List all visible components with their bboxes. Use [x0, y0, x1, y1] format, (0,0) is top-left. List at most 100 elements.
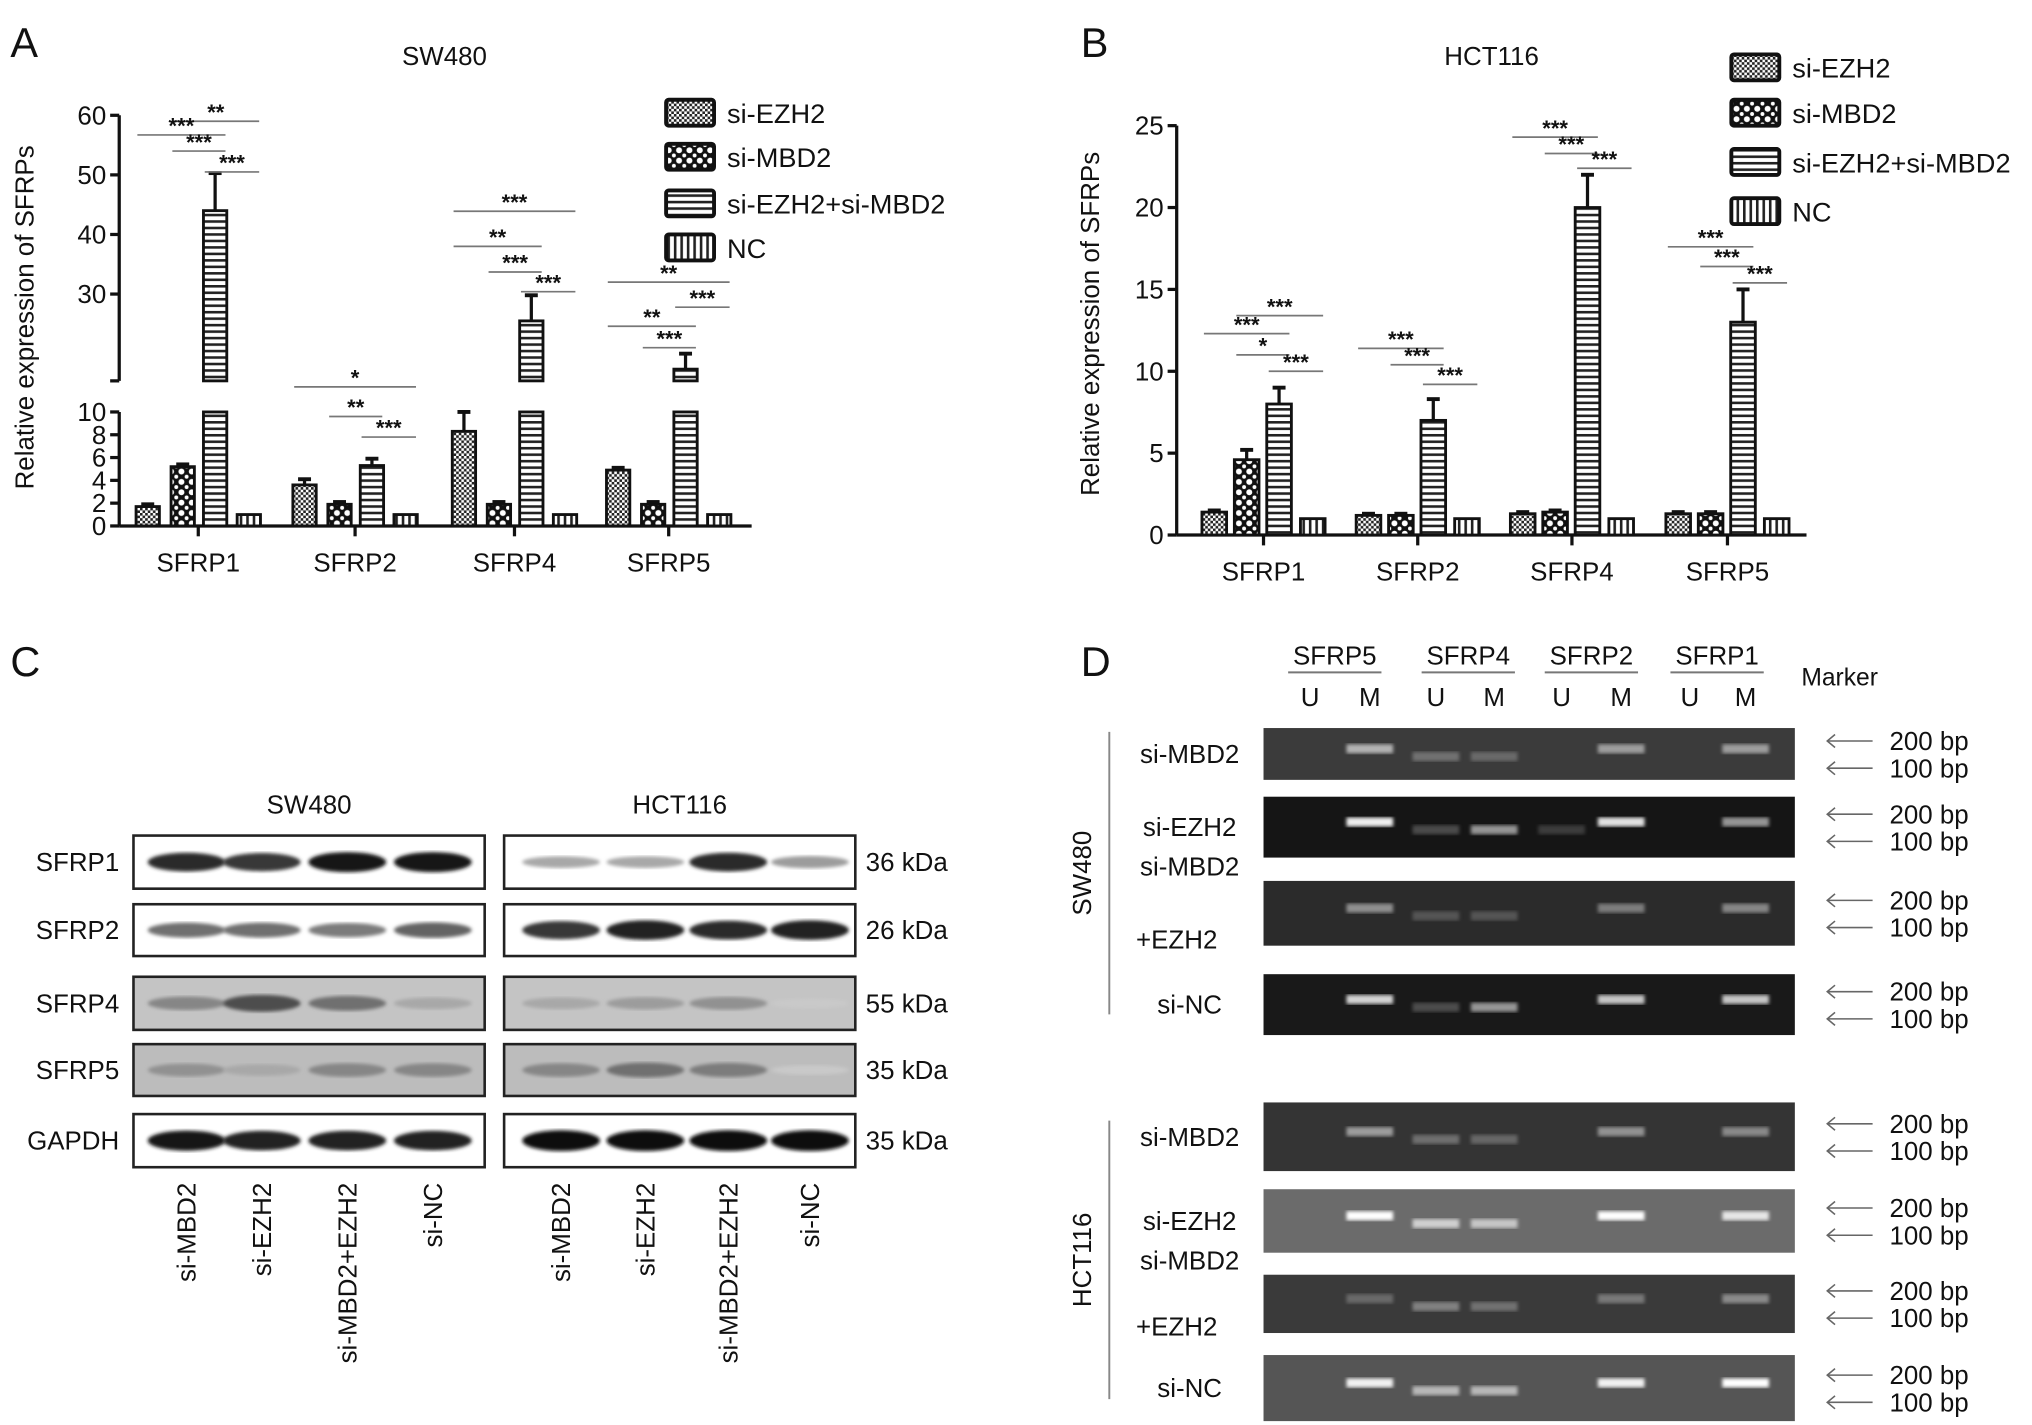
marker-arrow-icon [1826, 1200, 1836, 1216]
bar-NC [1453, 517, 1481, 537]
significance-label: *** [219, 151, 245, 176]
x-tick-label: SFRP1 [157, 549, 241, 577]
x-tick-label: SFRP1 [1222, 558, 1306, 586]
row-label: si-MBD2 [1140, 1248, 1239, 1276]
gel-image [1263, 728, 1795, 780]
chart-b: HCT116 Relative expression of SFRPs 0 5 10 15… [1077, 43, 2011, 587]
lane-label: si-MBD2 [548, 1183, 576, 1282]
bar-NC [551, 513, 579, 528]
protein-band [393, 922, 472, 938]
lane-label: si-MBD2 [174, 1183, 202, 1282]
significance-label: *** [1591, 147, 1617, 172]
bar-si-EZH2+si-MBD2 [518, 410, 545, 528]
marker-size-label: 100 bp [1889, 755, 1968, 783]
significance-label: *** [1747, 262, 1773, 287]
protein-band [606, 920, 685, 940]
row-label: si-MBD2 [1140, 854, 1239, 882]
x-tick-label: SFRP5 [1686, 558, 1770, 586]
lane-label: M [1610, 684, 1632, 712]
bar-si-MBD2 [326, 502, 353, 528]
gel-image [1263, 796, 1795, 858]
bar-si-MBD2 [485, 502, 513, 528]
bar-si-EZH2+si-MBD2 [1729, 320, 1757, 537]
significance-label: *** [535, 270, 561, 295]
significance-label: *** [1234, 312, 1260, 337]
marker-size-label: 100 bp [1889, 1389, 1968, 1417]
lane-label: M [1483, 684, 1505, 712]
row-label: si-EZH2 [1143, 1208, 1237, 1236]
gel-image [1263, 974, 1795, 1036]
protein-band [222, 994, 301, 1012]
gel-image [1263, 1274, 1795, 1334]
y-tick-label: 10 [77, 399, 106, 427]
gene-header: SFRP2 [1550, 643, 1634, 671]
protein-band [771, 998, 849, 1009]
protein-label: SFRP5 [36, 1057, 120, 1085]
bar-si-EZH2 [450, 429, 478, 528]
marker-size-label: 100 bp [1889, 1006, 1968, 1034]
bar-si-MBD2 [1232, 458, 1261, 537]
bar-si-EZH2+si-MBD2 [672, 410, 699, 528]
dna-band [1597, 994, 1645, 1004]
row-label: si-NC [1157, 1375, 1222, 1403]
protein-band [222, 922, 301, 938]
protein-band [606, 1130, 685, 1152]
marker-arrow-icon [1826, 1228, 1836, 1243]
significance-label: ** [643, 305, 661, 330]
row-label: si-MBD2 [1140, 741, 1239, 769]
significance-label: *** [1437, 363, 1463, 388]
x-tick-label: SFRP2 [1376, 558, 1460, 586]
protein-band [522, 1063, 601, 1077]
protein-band [393, 997, 472, 1010]
y-tick-label: 30 [77, 281, 106, 309]
bar-si-MBD2 [1696, 512, 1725, 537]
legend-swatch [1729, 147, 1782, 177]
marker-size-label: 200 bp [1889, 728, 1968, 756]
marker-arrow-icon [1826, 761, 1836, 776]
cell-line-label: HCT116 [1069, 1213, 1097, 1308]
y-tick-label: 40 [77, 222, 106, 250]
x-tick-label: SFRP4 [1530, 558, 1614, 586]
panel-label-a: A [10, 19, 38, 66]
dna-band [1597, 1127, 1645, 1137]
significance-label: * [1259, 334, 1268, 359]
dna-band [1470, 1002, 1518, 1012]
lane-label: si-EZH2 [249, 1183, 277, 1277]
significance-label: * [351, 366, 360, 391]
y-tick-label: 4 [92, 467, 106, 495]
significance-label: *** [502, 251, 528, 276]
dna-band [1412, 1219, 1460, 1229]
bar-si-EZH2 [1354, 513, 1383, 537]
y-tick-label: 10 [1135, 358, 1164, 386]
protein-band [147, 1130, 226, 1151]
chart-title: HCT116 [1444, 43, 1539, 71]
bar-si-EZH2 [1508, 512, 1537, 537]
dna-band [1597, 903, 1645, 913]
x-tick-label: SFRP2 [313, 549, 397, 577]
dna-band [1346, 1294, 1394, 1304]
significance-label: *** [1267, 294, 1293, 319]
marker-size-label: 100 bp [1889, 828, 1968, 856]
bar-NC [706, 513, 733, 528]
legend-swatch [664, 97, 716, 128]
protein-band [393, 1063, 472, 1077]
marker-size-label: 200 bp [1889, 887, 1968, 915]
marker-size-label: 100 bp [1889, 1222, 1968, 1250]
marker-size-label: 100 bp [1889, 1305, 1968, 1333]
legend-label: NC [727, 233, 766, 264]
significance-label: ** [207, 100, 225, 125]
dna-band [1346, 994, 1394, 1004]
marker-arrow-icon [1826, 1395, 1836, 1410]
y-tick-label: 60 [77, 102, 106, 130]
row-label: si-EZH2 [1143, 814, 1237, 842]
row-label: +EZH2 [1136, 1314, 1217, 1342]
lane-label: U [1681, 684, 1700, 712]
marker-arrow-icon [1826, 1368, 1836, 1383]
dna-band [1346, 1378, 1394, 1388]
legend-label: NC [1792, 197, 1831, 228]
protein-band [393, 852, 472, 873]
marker-arrow-icon [1826, 834, 1836, 849]
protein-band [222, 1064, 301, 1076]
dna-band [1722, 1211, 1769, 1221]
